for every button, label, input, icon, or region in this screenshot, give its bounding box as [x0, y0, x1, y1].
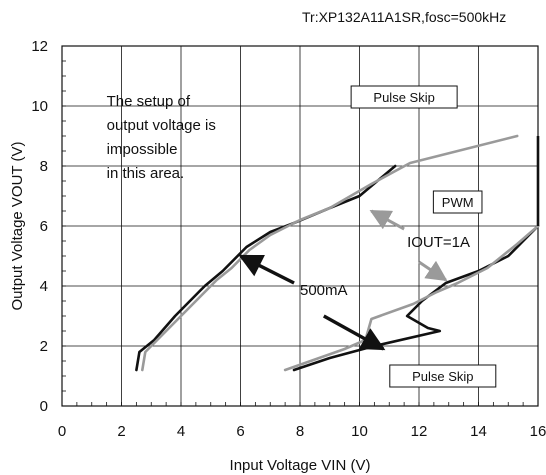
- x-tick-label: 16: [530, 423, 546, 440]
- y-tick-label: 6: [40, 218, 48, 235]
- region-label: Pulse Skip: [412, 369, 473, 384]
- annotation-layer: The setup of output voltage is impossible i…: [107, 85, 497, 388]
- y-axis-title: Output Voltage VOUT (V): [9, 142, 26, 311]
- pointer-arrow: [369, 209, 405, 231]
- x-tick-label: 4: [177, 423, 185, 440]
- y-tick-label: 8: [40, 158, 48, 175]
- region-label-box: [432, 190, 483, 214]
- y-tick-labels: 0 2 4 6 8 10 12: [31, 38, 48, 415]
- region-label: PWM: [442, 195, 474, 210]
- annotation-text: in this area.: [107, 165, 185, 182]
- annotation-text: output voltage is: [107, 117, 216, 134]
- y-tick-label: 10: [31, 98, 48, 115]
- x-tick-label: 10: [351, 423, 368, 440]
- series-layer: [135, 134, 540, 372]
- arrow-layer: [238, 209, 448, 351]
- series-line-iout-1a: [141, 134, 519, 372]
- annotation-text: The setup of: [107, 93, 191, 110]
- annotation-text: IOUT=1A: [407, 234, 470, 251]
- x-tick-label: 12: [411, 423, 428, 440]
- x-tick-label: 2: [117, 423, 125, 440]
- chart-title: Tr:XP132A11A1SR,fosc=500kHz: [302, 9, 506, 25]
- pointer-arrow: [238, 254, 295, 285]
- x-tick-label: 14: [470, 423, 487, 440]
- x-tick-label: 8: [296, 423, 304, 440]
- x-axis-title: Input Voltage VIN (V): [230, 457, 371, 474]
- series-line-iout-1a: [283, 224, 540, 372]
- x-tick-label: 6: [236, 423, 244, 440]
- pointer-arrow: [322, 314, 386, 351]
- x-tick-label: 0: [58, 423, 66, 440]
- annotation-text: impossible: [107, 141, 178, 158]
- region-label-box: [350, 85, 458, 109]
- y-tick-label: 0: [40, 398, 48, 415]
- y-tick-label: 2: [40, 338, 48, 355]
- y-tick-label: 4: [40, 278, 48, 295]
- region-label-box: [389, 364, 497, 388]
- x-tick-labels: 0 2 4 6 8 10 12 14 16: [58, 423, 546, 440]
- y-tick-label: 12: [31, 38, 48, 55]
- annotation-text: 500mA: [300, 282, 348, 299]
- pointer-arrow: [418, 260, 448, 282]
- region-label: Pulse Skip: [373, 90, 434, 105]
